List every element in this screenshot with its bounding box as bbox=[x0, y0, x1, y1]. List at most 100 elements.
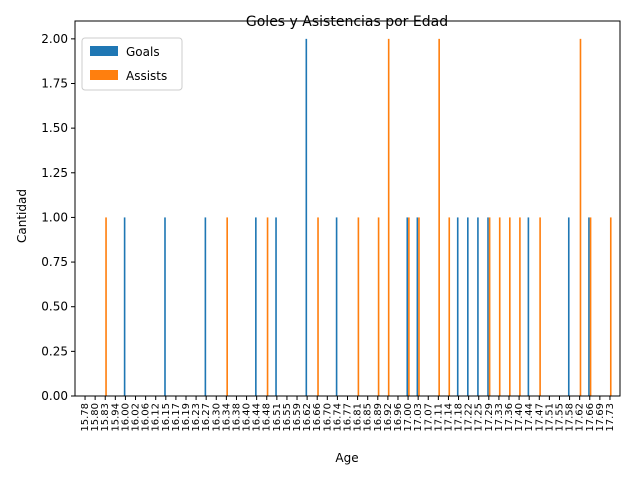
x-tick-label: 16.81 bbox=[353, 403, 364, 432]
x-tick-label: 16.89 bbox=[373, 403, 384, 432]
x-tick-label: 16.19 bbox=[181, 403, 192, 432]
x-tick-label: 16.48 bbox=[262, 403, 273, 432]
plot-frame bbox=[74, 20, 621, 397]
x-tick-label: 15.94 bbox=[110, 403, 121, 432]
x-tick-label: 16.17 bbox=[171, 403, 182, 432]
x-tick-label: 17.66 bbox=[585, 403, 596, 432]
x-tick-label: 16.59 bbox=[292, 403, 303, 432]
bar-assists-27 bbox=[357, 217, 360, 396]
y-tick-label: 0.25 bbox=[41, 344, 68, 358]
x-tick-label: 17.51 bbox=[544, 403, 555, 432]
x-tick-label: 17.14 bbox=[443, 403, 454, 432]
bar-assists-35 bbox=[438, 38, 440, 396]
bar-assists-29 bbox=[377, 217, 380, 396]
bar-assists-32 bbox=[408, 217, 410, 396]
y-tick-label: 1.00 bbox=[41, 210, 68, 224]
bar-assists-2 bbox=[105, 217, 107, 396]
x-tick-label: 17.18 bbox=[454, 403, 465, 432]
bar-assists-49 bbox=[579, 38, 582, 396]
x-tick-label: 16.00 bbox=[120, 403, 131, 432]
bar-goals-17 bbox=[255, 217, 257, 396]
x-tick-label: 17.36 bbox=[504, 403, 515, 432]
x-tick-label: 16.62 bbox=[302, 403, 313, 432]
bar-assists-36 bbox=[448, 217, 451, 396]
y-tick-label: 0.00 bbox=[41, 389, 68, 403]
legend-swatch-assists bbox=[90, 70, 118, 80]
bar-assists-33 bbox=[418, 217, 420, 396]
x-tick-label: 16.96 bbox=[393, 403, 404, 432]
y-tick-label: 2.00 bbox=[41, 32, 68, 46]
y-axis-label: Cantidad bbox=[15, 189, 29, 243]
bar-assists-50 bbox=[589, 217, 592, 396]
y-tick-label: 0.75 bbox=[41, 255, 68, 269]
x-tick-label: 17.73 bbox=[605, 403, 616, 432]
x-tick-label: 17.69 bbox=[595, 403, 606, 432]
x-tick-label: 16.44 bbox=[252, 403, 263, 432]
x-tick-label: 15.83 bbox=[100, 403, 111, 432]
bar-assists-14 bbox=[226, 217, 228, 396]
x-tick-label: 16.77 bbox=[343, 403, 354, 432]
x-tick-label: 16.66 bbox=[312, 403, 323, 432]
bar-assists-41 bbox=[498, 217, 501, 396]
x-tick-label: 16.34 bbox=[221, 403, 232, 432]
x-tick-label: 16.85 bbox=[363, 403, 374, 432]
bar-goals-22 bbox=[305, 38, 308, 396]
bar-goals-12 bbox=[204, 217, 207, 396]
bar-assists-43 bbox=[519, 217, 521, 396]
x-tick-label: 17.03 bbox=[413, 403, 424, 432]
bar-goals-25 bbox=[335, 217, 338, 396]
x-tick-label: 16.12 bbox=[151, 403, 162, 432]
x-tick-label: 17.11 bbox=[433, 403, 444, 432]
x-tick-label: 16.30 bbox=[211, 403, 222, 432]
x-tick-label: 16.40 bbox=[242, 403, 253, 432]
legend: Goals Assists bbox=[81, 37, 183, 91]
x-tick-label: 16.27 bbox=[201, 403, 212, 432]
x-tick-label: 17.44 bbox=[524, 403, 535, 432]
bar-assists-42 bbox=[509, 217, 511, 396]
bar-goals-8 bbox=[164, 217, 166, 396]
bar-assists-23 bbox=[317, 217, 319, 396]
y-tick-label: 0.50 bbox=[41, 300, 68, 314]
bar-goals-32 bbox=[406, 217, 409, 396]
bar-goals-44 bbox=[527, 217, 530, 396]
bar-assists-45 bbox=[539, 217, 541, 396]
y-tick-label: 1.75 bbox=[41, 77, 68, 91]
chart-title: Goles y Asistencias por Edad bbox=[246, 14, 448, 30]
x-tick-label: 16.70 bbox=[322, 403, 333, 432]
x-tick-label: 17.00 bbox=[403, 403, 414, 432]
legend-label-assists: Assists bbox=[126, 69, 167, 83]
bar-goals-40 bbox=[487, 217, 489, 396]
bar-assists-30 bbox=[387, 38, 390, 396]
x-tick-label: 17.62 bbox=[575, 403, 586, 432]
x-tick-label: 17.58 bbox=[565, 403, 576, 432]
x-axis-label: Age bbox=[335, 451, 358, 465]
bar-goals-19 bbox=[275, 217, 277, 396]
x-tick-label: 16.23 bbox=[191, 403, 202, 432]
x-tick-label: 15.78 bbox=[80, 403, 91, 432]
legend-swatch-goals bbox=[90, 46, 118, 56]
bar-goals-37 bbox=[456, 217, 459, 396]
x-tick-label: 16.51 bbox=[272, 403, 283, 432]
bar-assists-40 bbox=[488, 217, 491, 396]
x-tick-label: 16.38 bbox=[231, 403, 242, 432]
bar-goals-4 bbox=[123, 217, 126, 396]
bar-goals-38 bbox=[467, 217, 469, 396]
bar-assists-18 bbox=[266, 217, 269, 396]
x-tick-label: 17.29 bbox=[484, 403, 495, 432]
x-tick-label: 17.33 bbox=[494, 403, 505, 432]
x-tick-label: 17.22 bbox=[464, 403, 475, 432]
y-tick-label: 1.50 bbox=[41, 121, 68, 135]
x-tick-label: 16.92 bbox=[383, 403, 394, 432]
x-tick-label: 16.55 bbox=[282, 403, 293, 432]
x-tick-label: 15.80 bbox=[90, 403, 101, 432]
legend-label-goals: Goals bbox=[126, 45, 160, 59]
x-tick-label: 17.47 bbox=[534, 403, 545, 432]
x-tick-label: 16.02 bbox=[131, 403, 142, 432]
bar-goals-39 bbox=[477, 217, 479, 396]
bar-assists-52 bbox=[609, 217, 612, 396]
x-tick-label: 17.40 bbox=[514, 403, 525, 432]
x-tick-label: 16.15 bbox=[161, 403, 172, 432]
x-tick-label: 16.74 bbox=[332, 403, 343, 432]
x-tick-label: 17.55 bbox=[554, 403, 565, 432]
